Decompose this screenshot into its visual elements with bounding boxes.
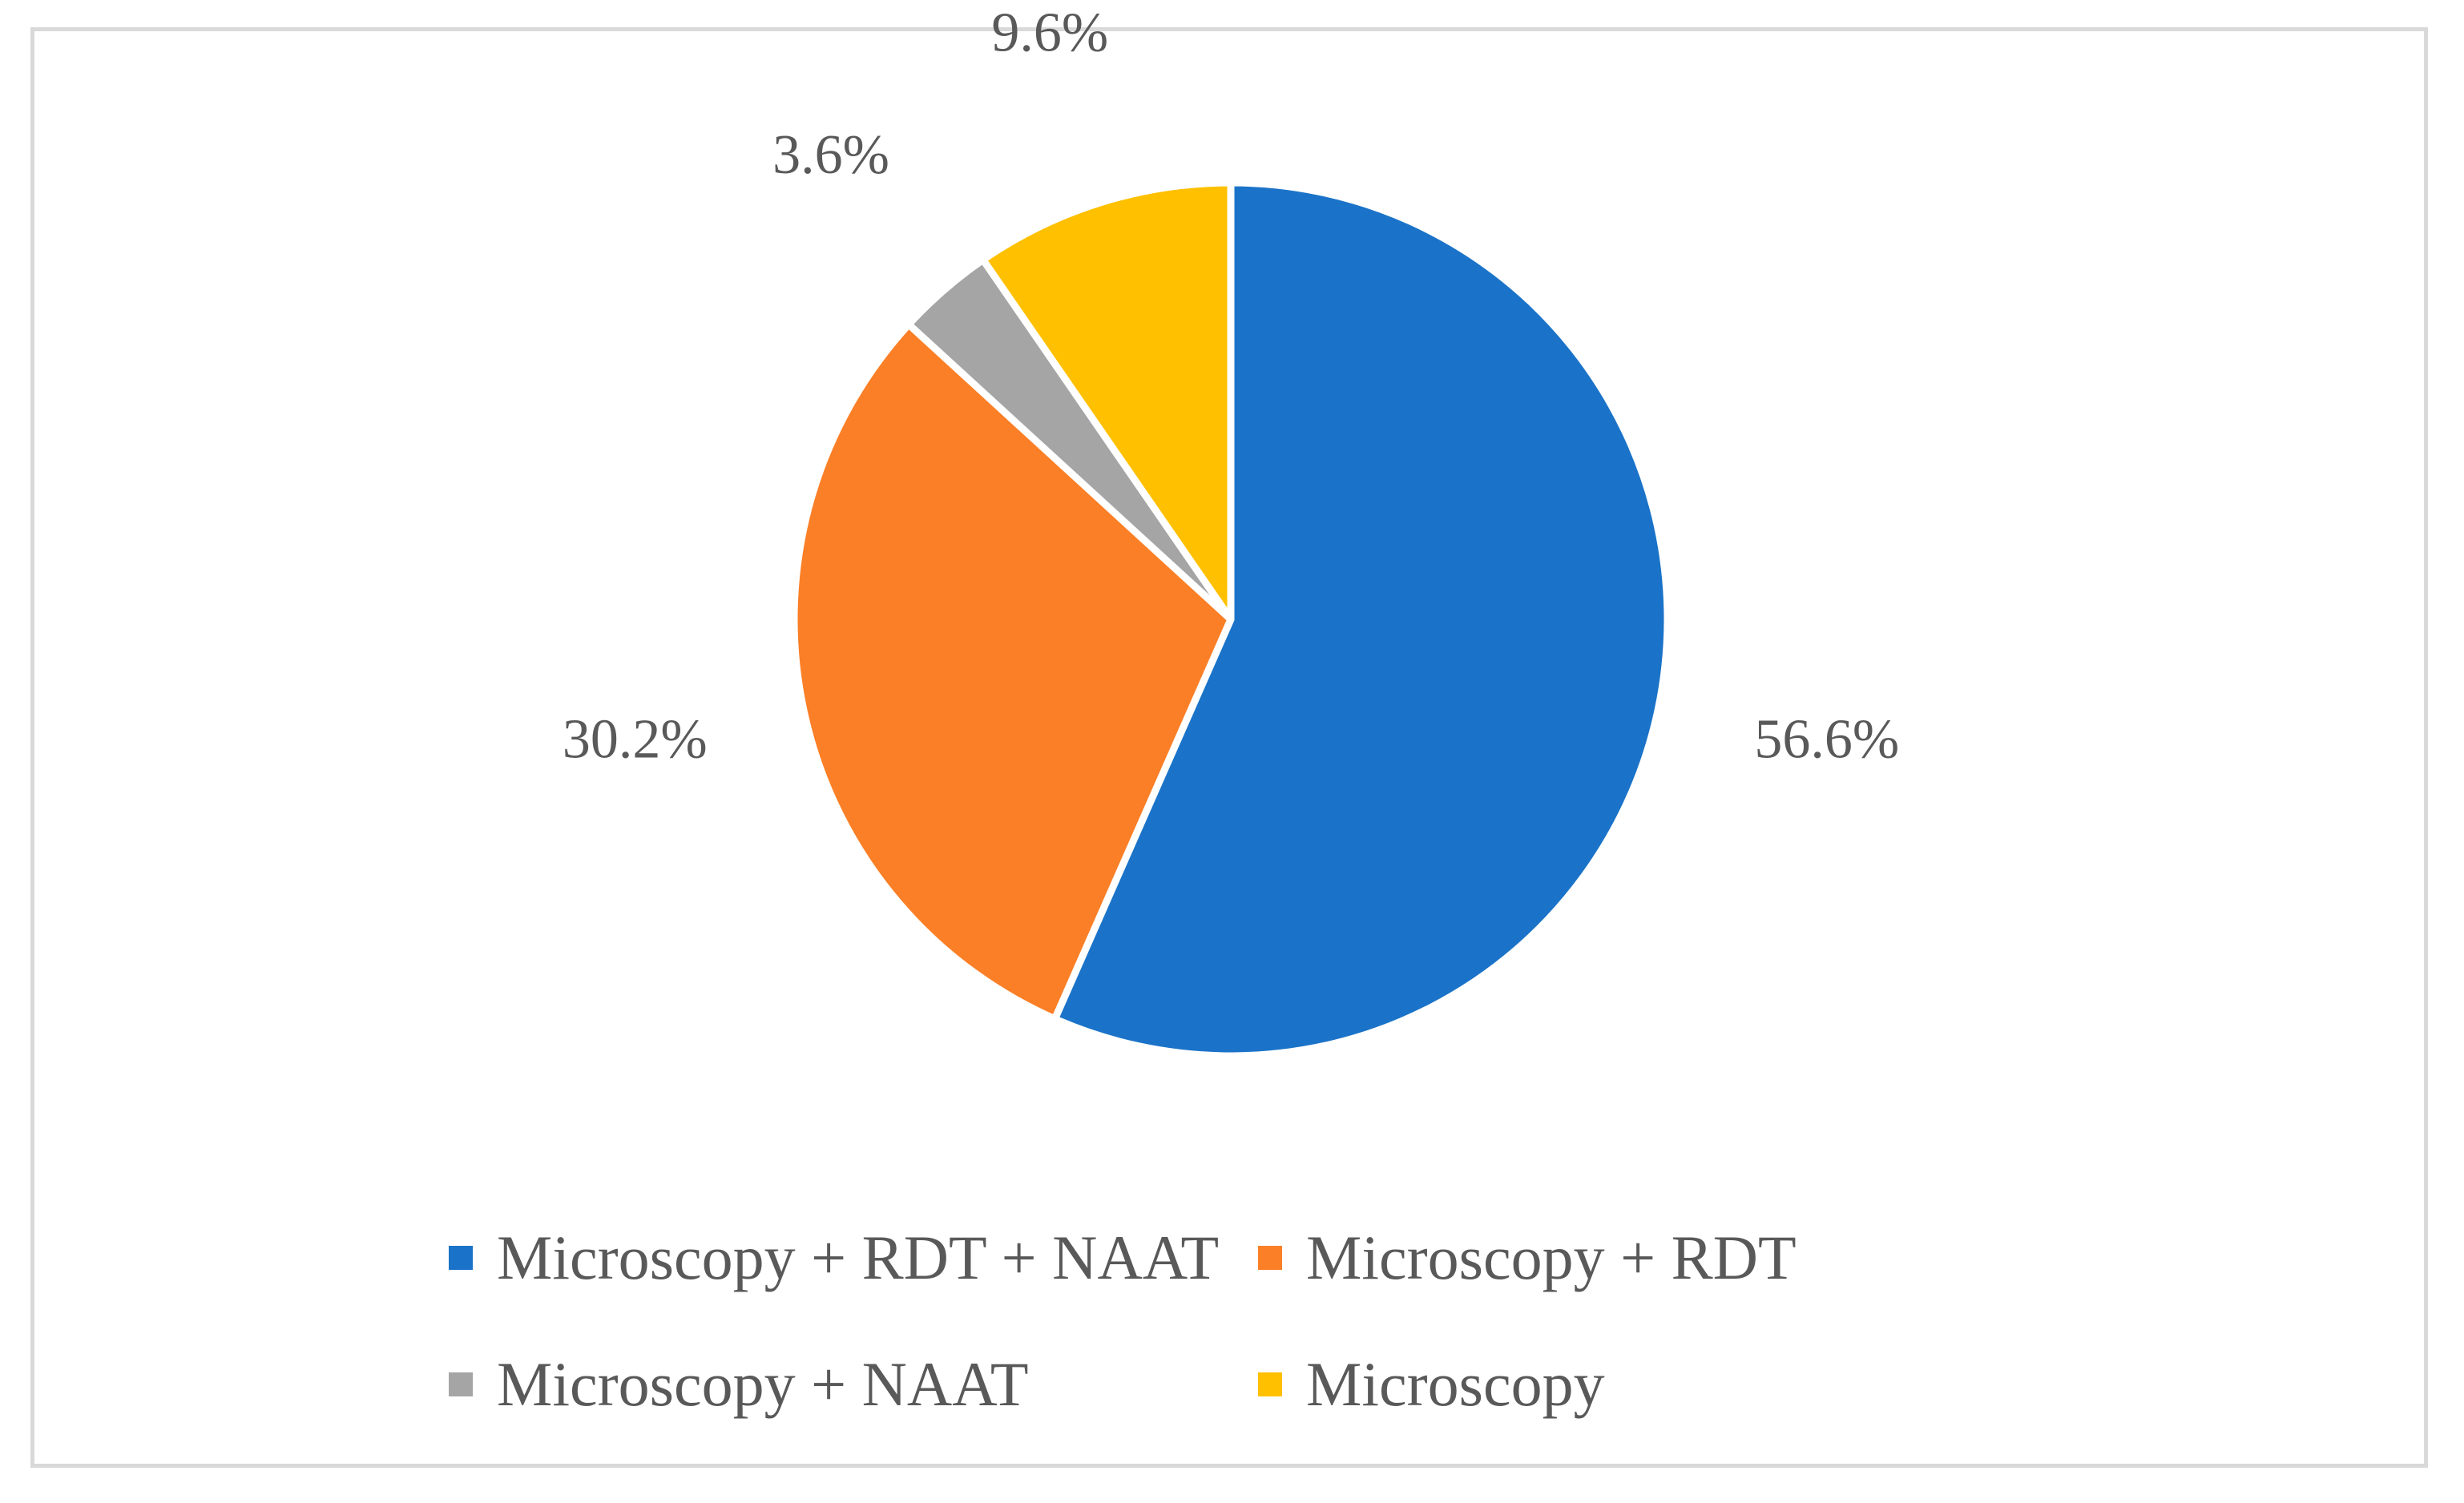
legend-swatch-microscopy-rdt	[1258, 1246, 1282, 1270]
legend-item-microscopy-rdt[interactable]: Microscopy + RDT	[1258, 1218, 1811, 1298]
data-label-microscopy: 9.6%	[991, 2, 1108, 63]
legend-label-microscopy-naat: Microscopy + NAAT	[497, 1349, 1029, 1419]
pie-slices	[790, 179, 1672, 1060]
data-label-microscopy-naat: 3.6%	[772, 124, 889, 186]
legend: Microscopy + RDT + NAAT Microscopy + RDT…	[449, 1218, 1811, 1424]
data-label-microscopy-rdt-naat: 56.6%	[1754, 709, 1899, 771]
legend-item-microscopy[interactable]: Microscopy	[1258, 1344, 1811, 1424]
legend-swatch-microscopy-naat	[449, 1372, 473, 1396]
pie-slice-microscopy-rdt-naat[interactable]	[1051, 179, 1672, 1060]
legend-label-microscopy: Microscopy	[1306, 1349, 1605, 1419]
legend-swatch-microscopy-rdt-naat	[449, 1246, 473, 1270]
legend-label-microscopy-rdt-naat: Microscopy + RDT + NAAT	[497, 1223, 1220, 1292]
pie-slice-microscopy[interactable]	[979, 179, 1235, 623]
pie-slice-microscopy-rdt[interactable]	[790, 320, 1235, 1023]
legend-item-microscopy-rdt-naat[interactable]: Microscopy + RDT + NAAT	[449, 1218, 1258, 1298]
legend-swatch-microscopy	[1258, 1372, 1282, 1396]
data-label-microscopy-rdt: 30.2%	[563, 709, 708, 771]
pie-data-labels: 56.6% 30.2% 3.6% 9.6%	[563, 2, 1899, 770]
legend-item-microscopy-naat[interactable]: Microscopy + NAAT	[449, 1344, 1258, 1424]
legend-label-microscopy-rdt: Microscopy + RDT	[1306, 1223, 1797, 1292]
